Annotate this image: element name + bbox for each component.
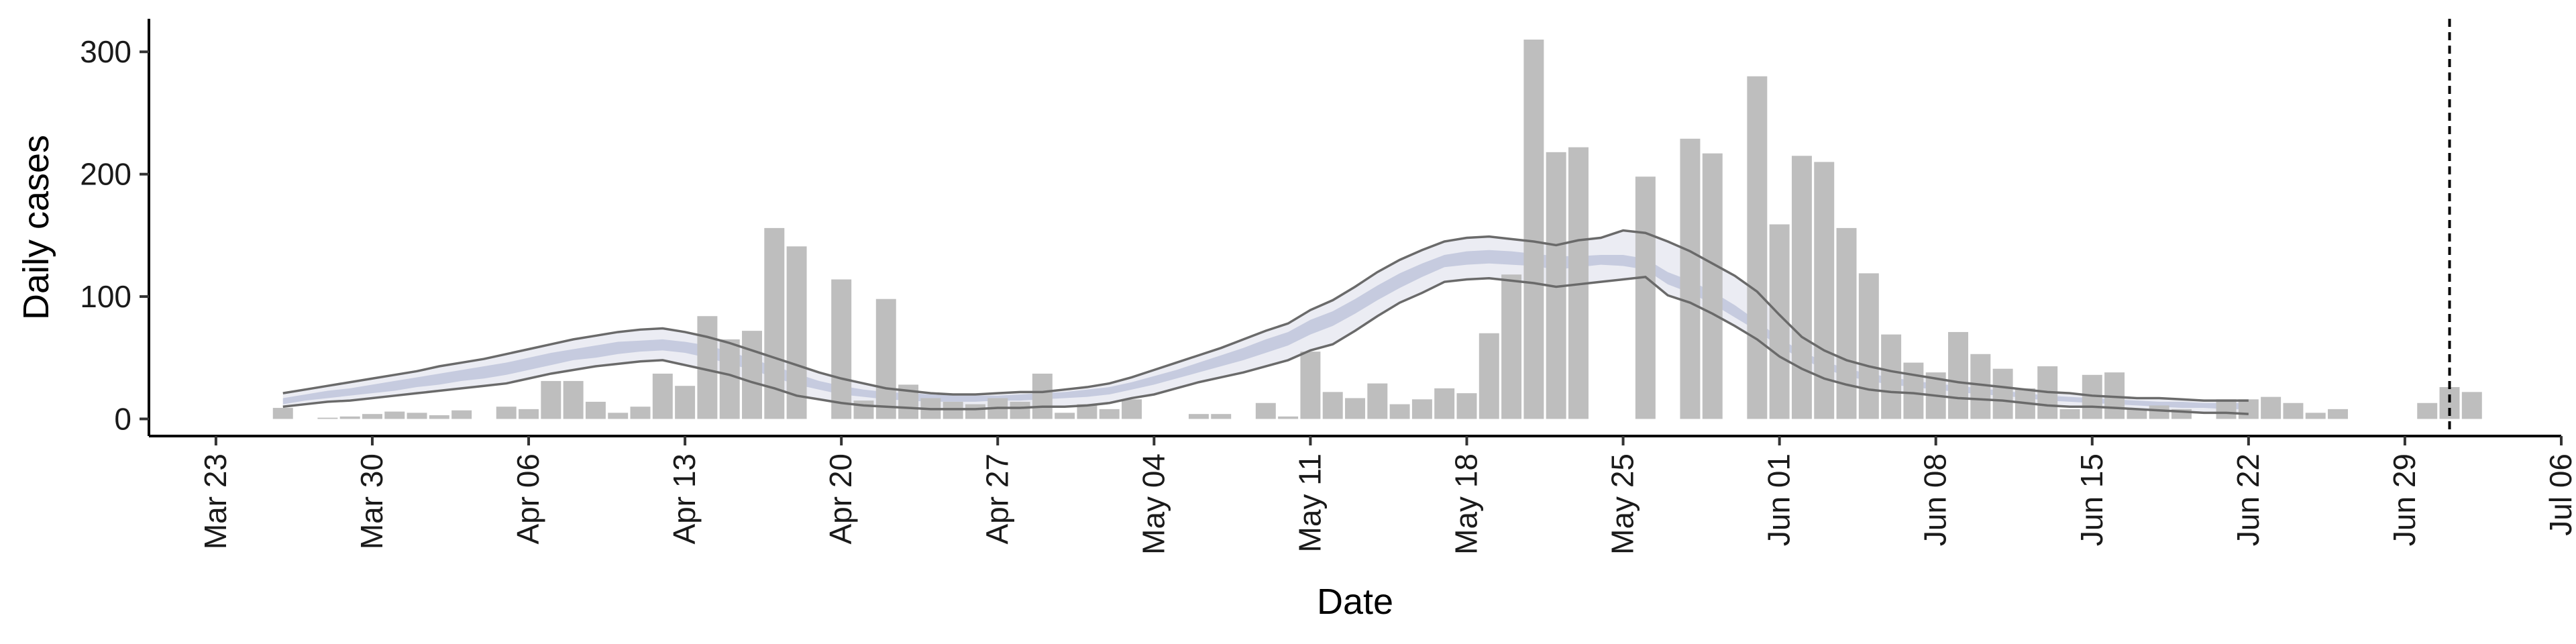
chart-axes (148, 19, 2561, 437)
case-bar (1680, 138, 1701, 419)
x-tick-label: Mar 30 (354, 453, 389, 549)
case-bar (362, 414, 382, 419)
case-bar (1300, 352, 1321, 419)
estimate-upper-line (282, 229, 2249, 402)
case-bar (875, 299, 896, 419)
x-tick-label: Jul 06 (2543, 453, 2576, 536)
y-tick-label: 0 (114, 401, 131, 436)
y-tick-label: 300 (80, 34, 131, 69)
case-bar (1836, 227, 1857, 419)
case-bar (1702, 153, 1723, 419)
x-tick-label: Mar 23 (198, 453, 233, 549)
x-tick-label: May 18 (1448, 453, 1483, 555)
case-bar (608, 413, 629, 419)
y-axis-ticks: 0 100 200 300 (80, 34, 149, 436)
x-tick-label: Apr 27 (979, 453, 1014, 545)
case-bar (541, 380, 561, 419)
case-bar (429, 415, 449, 419)
case-bar (742, 331, 762, 419)
case-bar (519, 409, 539, 419)
y-axis-title: Daily cases (16, 135, 56, 320)
case-bar (1881, 334, 1902, 419)
case-bar (2417, 402, 2438, 419)
case-bar (585, 401, 606, 419)
case-bar (1635, 176, 1656, 419)
case-bar (2283, 402, 2304, 419)
case-bar (2328, 409, 2349, 419)
case-bar (1099, 409, 1120, 419)
case-bar (407, 413, 427, 419)
case-bar (317, 417, 338, 419)
x-tick-label: May 04 (1136, 453, 1171, 555)
case-bar (2216, 399, 2237, 419)
x-tick-label: Jun 01 (1762, 453, 1796, 546)
case-bar (1188, 414, 1209, 419)
x-tick-label: May 25 (1605, 453, 1640, 555)
case-bar (1278, 416, 1299, 419)
case-bar (1389, 404, 1410, 419)
case-bar (675, 386, 696, 419)
case-bar (2059, 409, 2080, 419)
case-bar (786, 246, 807, 419)
case-bar (1747, 76, 1768, 419)
case-bar (1948, 331, 1968, 419)
case-bar (1791, 156, 1812, 419)
case-bar (1322, 392, 1343, 419)
estimate-lower-line (282, 276, 2249, 415)
case-bar (384, 411, 405, 419)
case-bar (2461, 392, 2482, 419)
case-bar (1992, 368, 2013, 419)
case-bar (943, 401, 963, 419)
case-bar (1479, 333, 1499, 419)
case-bar (1010, 401, 1030, 419)
case-bar (831, 279, 852, 419)
case-bar (1858, 273, 1879, 419)
case-bar (1434, 388, 1455, 419)
case-bar (451, 410, 472, 419)
x-tick-label: Apr 13 (667, 453, 702, 545)
case-bar (272, 408, 293, 419)
case-bar (1523, 40, 1544, 419)
case-bar (1411, 399, 1432, 419)
case-bar (1255, 402, 1276, 419)
case-bar (339, 416, 360, 419)
y-tick-label: 100 (80, 279, 131, 314)
case-bar (2261, 396, 2282, 419)
x-axis-ticks: Mar 23 Mar 30 Apr 06 Apr 13 Apr 20 Apr 27 May … (198, 436, 2576, 555)
case-bar (853, 400, 874, 419)
case-bar (1077, 404, 1097, 419)
case-bar (2238, 399, 2259, 419)
case-bar (563, 380, 584, 419)
y-tick-label: 200 (80, 157, 131, 192)
x-tick-label: Jun 29 (2387, 453, 2422, 546)
x-tick-label: Jun 22 (2231, 453, 2265, 546)
case-bar (496, 407, 517, 419)
case-bar (1903, 362, 1924, 419)
case-bar (1367, 383, 1388, 419)
case-bar (2127, 409, 2147, 419)
case-bar (2305, 413, 2326, 419)
case-bar (1032, 373, 1053, 419)
case-bar (1501, 274, 1522, 419)
case-bar (1456, 393, 1477, 419)
x-tick-label: May 11 (1292, 453, 1327, 552)
case-bar (719, 339, 740, 419)
x-tick-label: Apr 20 (823, 453, 858, 545)
x-tick-label: Jun 15 (2074, 453, 2109, 546)
x-axis-title: Date (1317, 582, 1393, 622)
x-tick-label: Jun 08 (1918, 453, 1953, 546)
x-tick-label: Apr 06 (511, 453, 545, 545)
case-bar (1345, 398, 1365, 419)
case-bar (1055, 413, 1075, 419)
case-bar (1211, 414, 1232, 419)
case-bar (965, 404, 985, 419)
estimate-band-lines (282, 229, 2249, 415)
case-bar (1122, 399, 1142, 419)
case-bar (652, 373, 673, 419)
case-bar (630, 407, 651, 419)
case-bar (2149, 405, 2169, 419)
